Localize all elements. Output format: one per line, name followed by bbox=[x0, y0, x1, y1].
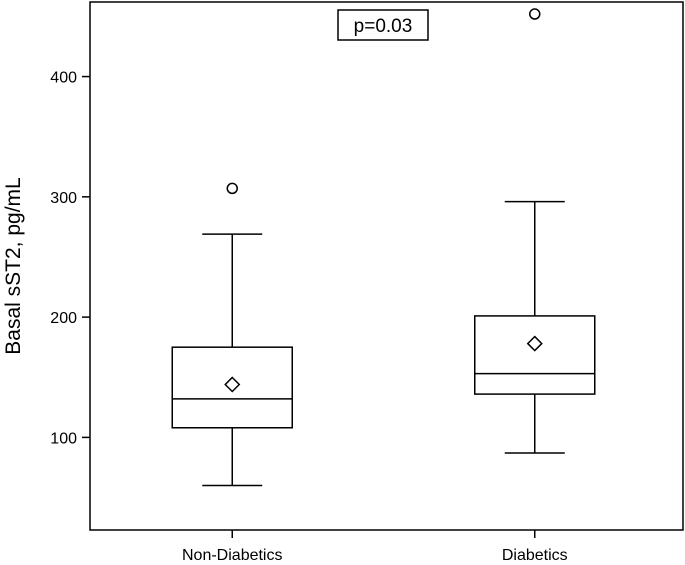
mean-marker bbox=[526, 335, 543, 352]
iqr-box bbox=[474, 315, 596, 395]
y-tick-label: 200 bbox=[50, 310, 77, 327]
outlier-point bbox=[529, 8, 541, 20]
p-value-label: p=0.03 bbox=[354, 16, 413, 37]
y-axis: 100 200 300 400 bbox=[50, 70, 90, 447]
y-tick-label: 100 bbox=[50, 430, 77, 447]
box-group bbox=[171, 182, 293, 487]
x-tick-label: Non-Diabetics bbox=[182, 547, 282, 564]
box-groups bbox=[171, 8, 596, 487]
x-axis: Non-Diabetics Diabetics bbox=[182, 530, 568, 564]
p-value-annotation: p=0.03 bbox=[337, 9, 429, 41]
x-tick-label: Diabetics bbox=[502, 547, 568, 564]
mean-marker bbox=[224, 376, 241, 393]
y-tick-label: 400 bbox=[50, 70, 77, 87]
p-value-box bbox=[337, 9, 429, 41]
outlier-point bbox=[226, 182, 238, 195]
y-axis-label: Basal sST2, pg/mL bbox=[2, 177, 25, 354]
y-tick-label: 300 bbox=[50, 190, 77, 207]
plot-frame bbox=[89, 1, 684, 531]
box-group bbox=[474, 8, 596, 454]
